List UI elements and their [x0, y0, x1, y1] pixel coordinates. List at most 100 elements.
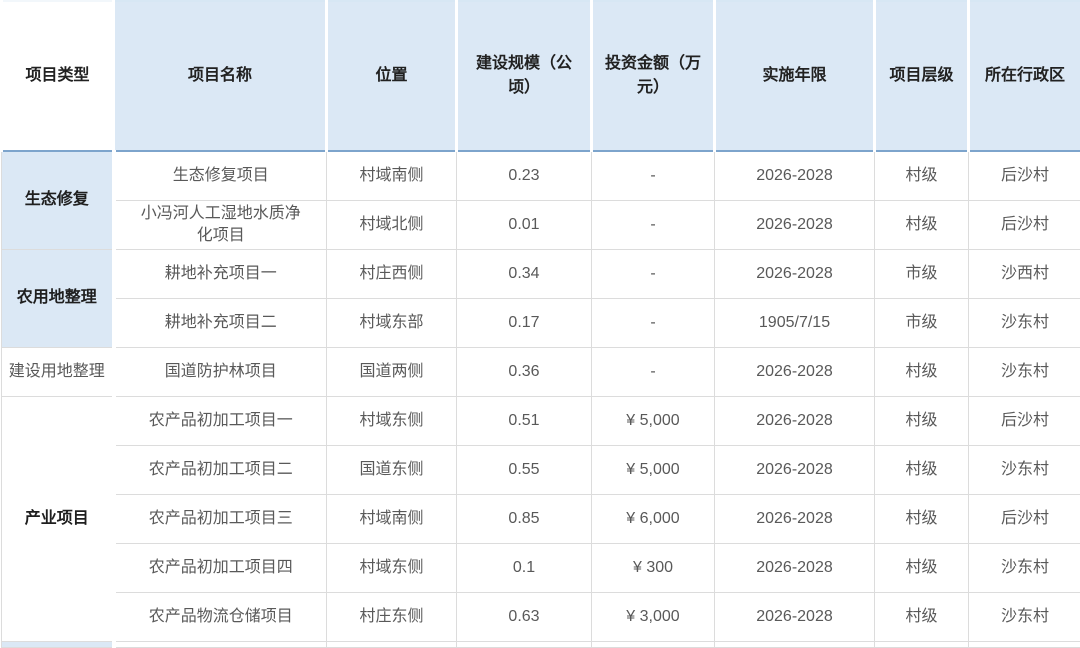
cell-name: 小冯河人工湿地水质净化项目 [113, 199, 327, 250]
table-row: 小冯河人工湿地水质净化项目 村域北侧 0.01-2026-2028 村级 后沙村 [2, 199, 1080, 250]
column-header-district: 所在行政区 [967, 0, 1080, 152]
table-row: 农产品初加工项目二 国道东侧 0.55 ¥ 5,000 2026-2028 村级 沙东村 [2, 444, 1080, 495]
cell-empty [113, 640, 327, 648]
cell-level: 市级 [874, 248, 969, 299]
table-header: 项目类型 项目名称 位置 建设规模（公顷） 投资金额（万元） 实施年限 项目层级 所在行政区 [0, 0, 1080, 152]
cell-level: 村级 [874, 591, 969, 642]
column-header-years: 实施年限 [713, 0, 876, 152]
cell-investment: - [591, 150, 715, 201]
cell-investment: ¥ 5,000 [591, 395, 715, 446]
cell-level: 村级 [874, 199, 969, 250]
table-row: 生态修复 生态修复项目 村域南侧 0.23-2026-2028 村级 后沙村 [1, 150, 1080, 250]
cell-years: 2026-2028 [714, 542, 875, 593]
cell-location: 村域北侧 [326, 199, 457, 250]
column-header-name: 项目名称 [112, 0, 328, 152]
cell-investment: ¥ 3,000 [591, 591, 715, 642]
cell-district: 沙东村 [968, 346, 1080, 397]
cell-level: 村级 [874, 346, 969, 397]
partial-bottom-row [1, 640, 1080, 648]
cell-district: 沙东村 [968, 542, 1080, 593]
table-row: 产业项目 农产品初加工项目一 村域东侧 0.51 ¥ 5,000 2026-2028 村级后… [1, 395, 1080, 642]
cell-investment: ¥ 6,000 [591, 493, 715, 544]
group-cell-partial [1, 640, 116, 648]
cell-empty [968, 640, 1080, 648]
cell-district: 沙东村 [968, 444, 1080, 495]
cell-investment: ¥ 5,000 [591, 444, 715, 495]
cell-years: 2026-2028 [714, 444, 875, 495]
cell-name: 农产品初加工项目四 [113, 542, 327, 593]
cell-years: 2026-2028 [714, 346, 875, 397]
cell-scale: 0.55 [456, 444, 592, 495]
cell-years: 2026-2028 [714, 493, 875, 544]
cell-empty [714, 640, 875, 648]
cell-level: 村级 [874, 493, 969, 544]
cell-empty [591, 640, 715, 648]
cell-investment: - [591, 346, 715, 397]
cell-empty [456, 640, 592, 648]
cell-years: 2026-2028 [714, 395, 875, 446]
group-cell-1: 生态修复 [1, 150, 116, 250]
cell-years: 2026-2028 [714, 248, 875, 299]
cell-level: 市级 [874, 297, 969, 348]
column-header-scale: 建设规模（公顷） [455, 0, 593, 152]
cell-scale: 0.51 [456, 395, 592, 446]
table-row: 农产品初加工项目三 村域南侧 0.85 ¥ 6,000 2026-2028 村级 后沙村 [2, 493, 1080, 544]
cell-location: 村域南侧 [326, 150, 457, 201]
cell-level: 村级 [874, 444, 969, 495]
cell-district: 后沙村 [968, 150, 1080, 201]
cell-location: 村域东侧 [326, 542, 457, 593]
group-cell-4: 产业项目 [1, 395, 116, 642]
cell-scale: 0.17 [456, 297, 592, 348]
cell-scale: 0.23 [456, 150, 592, 201]
table-row: 农用地整理 耕地补充项目一 村庄西侧 0.34-2026-2028 市级 沙西村 [1, 248, 1080, 348]
cell-years: 2026-2028 [714, 199, 875, 250]
cell-level: 村级 [874, 395, 969, 446]
column-header-level: 项目层级 [873, 0, 970, 152]
cell-district: 沙东村 [968, 297, 1080, 348]
cell-investment: - [591, 297, 715, 348]
table-row: 农产品物流仓储项目 村庄东侧 0.63 ¥ 3,000 2026-2028 村级 沙东村 [2, 591, 1080, 642]
cell-investment: - [591, 199, 715, 250]
cell-district: 沙东村 [968, 591, 1080, 642]
cell-empty [326, 640, 457, 648]
cell-location: 村庄东侧 [326, 591, 457, 642]
cell-district: 后沙村 [968, 493, 1080, 544]
table-row: 建设用地整理 国道防护林项目 国道两侧 0.36-2026-2028 村级 沙东村 [1, 346, 1080, 397]
table-body: 生态修复 生态修复项目 村域南侧 0.23-2026-2028 村级 后沙村 小冯河人工湿地… [1, 150, 1080, 642]
cell-level: 村级 [874, 150, 969, 201]
cell-name: 耕地补充项目一 [113, 248, 327, 299]
cell-scale: 0.63 [456, 591, 592, 642]
cell-name: 国道防护林项目 [113, 346, 327, 397]
cell-name: 农产品初加工项目二 [113, 444, 327, 495]
cell-investment: - [591, 248, 715, 299]
column-header-type: 项目类型 [0, 0, 115, 152]
cell-scale: 0.34 [456, 248, 592, 299]
cell-name: 生态修复项目 [113, 150, 327, 201]
cell-location: 村域东侧 [326, 395, 457, 446]
cell-years: 2026-2028 [714, 150, 875, 201]
cell-name: 农产品初加工项目一 [113, 395, 327, 446]
cell-name: 农产品初加工项目三 [113, 493, 327, 544]
table-row: 农产品初加工项目四 村域东侧 0.1 ¥ 300 2026-2028 村级 沙东村 [2, 542, 1080, 593]
cell-level: 村级 [874, 542, 969, 593]
cell-years: 2026-2028 [714, 591, 875, 642]
cell-scale: 0.01 [456, 199, 592, 250]
header-row: 项目类型 项目名称 位置 建设规模（公顷） 投资金额（万元） 实施年限 项目层级 所在行政区 [0, 0, 1080, 152]
table-row-partial [1, 640, 1080, 648]
cell-location: 村域东部 [326, 297, 457, 348]
cell-location: 国道两侧 [326, 346, 457, 397]
cell-scale: 0.36 [456, 346, 592, 397]
cell-years: 1905/7/15 [714, 297, 875, 348]
cell-scale: 0.85 [456, 493, 592, 544]
cell-name: 农产品物流仓储项目 [113, 591, 327, 642]
cell-location: 村域南侧 [326, 493, 457, 544]
cell-location: 村庄西侧 [326, 248, 457, 299]
table-row: 耕地补充项目二 村域东部 0.17-1905/7/15 市级 沙东村 [2, 297, 1080, 348]
group-cell-3: 建设用地整理 [1, 346, 116, 397]
column-header-location: 位置 [325, 0, 458, 152]
cell-empty [874, 640, 969, 648]
cell-name: 耕地补充项目二 [113, 297, 327, 348]
cell-district: 后沙村 [968, 199, 1080, 250]
cell-investment: ¥ 300 [591, 542, 715, 593]
